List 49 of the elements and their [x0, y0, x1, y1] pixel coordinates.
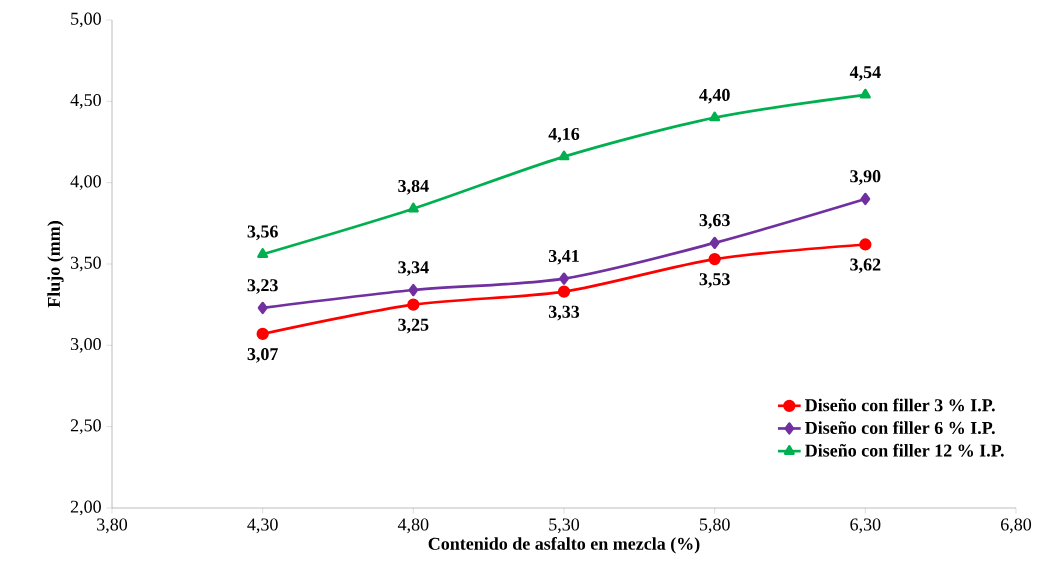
point [558, 150, 570, 161]
point [408, 283, 419, 297]
point [859, 238, 872, 251]
legend-label: Diseño con filler 6 % I.P. [805, 421, 995, 435]
legend-label: Diseño con filler 3 % I.P. [805, 398, 995, 412]
data-label: 3,84 [398, 179, 429, 195]
y-axis-title: Flujo (mm) [47, 221, 64, 308]
x-tick-label: 6,80 [1001, 518, 1032, 534]
x-tick-label: 3,80 [97, 518, 128, 534]
y-tick-label: 3,50 [70, 256, 101, 272]
point [557, 285, 571, 298]
point [257, 248, 269, 258]
y-tick-label: 3,00 [70, 337, 101, 353]
y-tick-label: 2,00 [70, 500, 101, 516]
point [256, 327, 269, 341]
data-label: 3,90 [850, 170, 881, 185]
data-label: 3,53 [699, 273, 730, 288]
x-tick-label: 5,30 [549, 518, 580, 534]
data-label: 4,16 [548, 127, 580, 143]
x-axis-title: Contenido de asfalto en mezcla (%) [428, 536, 700, 554]
data-label: 4,40 [699, 88, 730, 104]
data-label: 3,63 [699, 214, 730, 229]
point [708, 252, 721, 266]
point [860, 192, 871, 206]
data-label: 3,56 [247, 225, 278, 241]
y-tick-label: 2,50 [70, 419, 101, 435]
point [709, 111, 721, 122]
y-tick-label: 5,00 [71, 12, 101, 28]
data-label: 3,25 [398, 318, 429, 334]
data-label: 3,23 [247, 279, 278, 294]
x-tick-label: 5,80 [699, 518, 730, 534]
data-label: 3,07 [247, 347, 278, 363]
point [559, 272, 569, 285]
point [407, 298, 420, 311]
data-label: 4,54 [849, 66, 881, 81]
x-tick-label: 4,30 [247, 518, 278, 534]
data-label: 3,62 [850, 258, 881, 274]
point [257, 301, 268, 315]
data-label: 3,41 [548, 249, 579, 265]
legend-label: Diseño con filler 12 % I.P. [805, 443, 1004, 457]
point [407, 202, 419, 213]
y-tick-label: 4,00 [70, 175, 101, 191]
y-tick-label: 4,50 [70, 93, 101, 109]
x-tick-label: 4,80 [397, 518, 429, 534]
data-label: 3,33 [548, 305, 580, 321]
x-tick-label: 6,30 [850, 518, 881, 534]
point [709, 236, 720, 249]
data-label: 3,34 [398, 261, 429, 276]
point [859, 88, 871, 99]
